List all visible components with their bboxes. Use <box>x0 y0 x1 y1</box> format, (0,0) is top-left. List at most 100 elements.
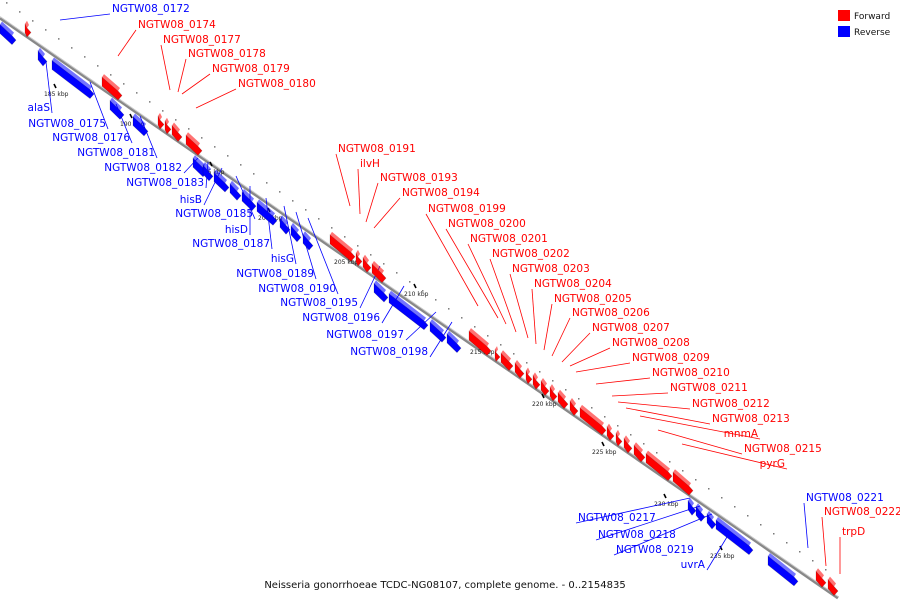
position-dot <box>526 362 528 364</box>
gene-label[interactable]: NGTW08_0212 <box>692 398 770 410</box>
reverse-gene[interactable] <box>687 499 697 516</box>
gene-label[interactable]: NGTW08_0204 <box>534 278 612 290</box>
forward-gene[interactable] <box>579 407 607 436</box>
gene-label[interactable]: hisG <box>271 253 294 265</box>
tick-label: 230 kbp <box>654 501 679 508</box>
gene-label[interactable]: NGTW08_0205 <box>554 293 632 305</box>
gene-label[interactable]: NGTW08_0191 <box>338 143 416 155</box>
gene-label[interactable]: NGTW08_0213 <box>712 413 790 425</box>
gene-label[interactable]: NGTW08_0197 <box>326 329 404 341</box>
gene-label[interactable]: NGTW08_0194 <box>402 187 480 199</box>
gene-label[interactable]: NGTW08_0195 <box>280 297 358 309</box>
reverse-gene[interactable] <box>229 182 242 201</box>
forward-gene[interactable] <box>540 380 550 396</box>
gene-shading <box>430 319 444 334</box>
gene-label[interactable]: NGTW08_0203 <box>512 263 590 275</box>
gene-label[interactable]: NGTW08_0217 <box>578 512 656 524</box>
gene-label[interactable]: NGTW08_0177 <box>163 34 241 46</box>
gene-label[interactable]: NGTW08_0182 <box>104 162 182 174</box>
forward-gene[interactable] <box>557 391 569 410</box>
label-leader <box>489 258 517 333</box>
gene-label[interactable]: NGTW08_0181 <box>77 147 155 159</box>
gene-shading <box>303 231 311 242</box>
gene-label[interactable]: pyrG <box>760 458 785 470</box>
gene-label[interactable]: NGTW08_0215 <box>744 443 822 455</box>
forward-gene[interactable] <box>532 374 541 390</box>
reverse-gene[interactable] <box>109 99 125 120</box>
gene-shading <box>550 384 555 393</box>
gene-shading <box>158 112 162 121</box>
label-leader <box>177 58 187 93</box>
gene-label[interactable]: hisD <box>225 224 248 236</box>
gene-label[interactable]: trpD <box>842 526 865 538</box>
gene-label[interactable]: NGTW08_0221 <box>806 492 884 504</box>
reverse-gene[interactable] <box>715 519 754 556</box>
gene-label[interactable]: NGTW08_0209 <box>632 352 710 364</box>
gene-label[interactable]: NGTW08_0187 <box>192 238 270 250</box>
gene-label[interactable]: NGTW08_0211 <box>670 382 748 394</box>
position-dot <box>344 236 346 238</box>
gene-label[interactable]: NGTW08_0199 <box>428 203 506 215</box>
forward-gene[interactable] <box>468 330 492 356</box>
gene-label[interactable]: NGTW08_0176 <box>52 132 130 144</box>
position-dot <box>422 290 424 292</box>
label-leader <box>335 153 351 207</box>
gene-label[interactable]: NGTW08_0172 <box>112 3 190 15</box>
gene-label[interactable]: mnmA <box>724 428 759 440</box>
forward-gene[interactable] <box>672 471 694 496</box>
forward-gene[interactable] <box>606 425 615 441</box>
gene-label[interactable]: NGTW08_0218 <box>598 529 676 541</box>
forward-gene[interactable] <box>633 444 646 463</box>
gene-label[interactable]: NGTW08_0193 <box>380 172 458 184</box>
gene-label[interactable]: NGTW08_0179 <box>212 63 290 75</box>
gene-shading <box>469 328 489 347</box>
reverse-gene[interactable] <box>388 293 429 331</box>
gene-label[interactable]: NGTW08_0180 <box>238 78 316 90</box>
gene-label[interactable]: NGTW08_0202 <box>492 248 570 260</box>
reverse-gene[interactable] <box>279 217 291 235</box>
label-leader <box>543 303 553 351</box>
forward-gene[interactable] <box>185 134 203 156</box>
position-dot <box>474 326 476 328</box>
position-dot <box>292 200 294 202</box>
gene-label[interactable]: NGTW08_0175 <box>28 118 106 130</box>
gene-label[interactable]: NGTW08_0222 <box>824 506 900 518</box>
gene-label[interactable]: NGTW08_0190 <box>258 283 336 295</box>
gene-label[interactable]: NGTW08_0201 <box>470 233 548 245</box>
gene-label[interactable]: NGTW08_0183 <box>126 177 204 189</box>
gene-label[interactable]: NGTW08_0196 <box>302 312 380 324</box>
reverse-gene[interactable] <box>241 191 257 212</box>
gene-label[interactable]: ilvH <box>360 158 380 170</box>
gene-label[interactable]: NGTW08_0207 <box>592 322 670 334</box>
forward-gene[interactable] <box>623 437 633 454</box>
position-dot <box>383 263 385 265</box>
gene-label[interactable]: NGTW08_0200 <box>448 218 526 230</box>
forward-gene[interactable] <box>355 252 363 267</box>
position-dot <box>617 425 619 427</box>
position-dot <box>149 101 151 103</box>
gene-label[interactable]: NGTW08_0178 <box>188 48 266 60</box>
gene-label[interactable]: NGTW08_0174 <box>138 19 216 31</box>
reverse-gene[interactable] <box>213 171 230 193</box>
label-leader <box>307 217 339 295</box>
gene-label[interactable]: NGTW08_0206 <box>572 307 650 319</box>
forward-gene[interactable] <box>569 400 579 417</box>
gene-label[interactable]: NGTW08_0210 <box>652 367 730 379</box>
gene-shading <box>242 188 254 202</box>
gene-label[interactable]: uvrA <box>681 559 706 571</box>
position-dot <box>227 155 229 157</box>
gene-label[interactable]: hisB <box>180 194 202 206</box>
gene-label[interactable]: NGTW08_0219 <box>616 544 694 556</box>
forward-gene[interactable] <box>171 124 183 142</box>
forward-gene[interactable] <box>645 452 673 482</box>
label-leader <box>531 288 537 345</box>
forward-gene[interactable] <box>24 23 32 38</box>
gene-label[interactable]: alaS <box>28 102 51 114</box>
reverse-gene[interactable] <box>302 233 314 251</box>
gene-label[interactable]: NGTW08_0185 <box>175 208 253 220</box>
gene-label[interactable]: NGTW08_0189 <box>236 268 314 280</box>
forward-gene[interactable] <box>500 352 514 372</box>
tick-label: 195 kbp <box>200 169 225 176</box>
gene-label[interactable]: NGTW08_0208 <box>612 337 690 349</box>
gene-label[interactable]: NGTW08_0198 <box>350 346 428 358</box>
